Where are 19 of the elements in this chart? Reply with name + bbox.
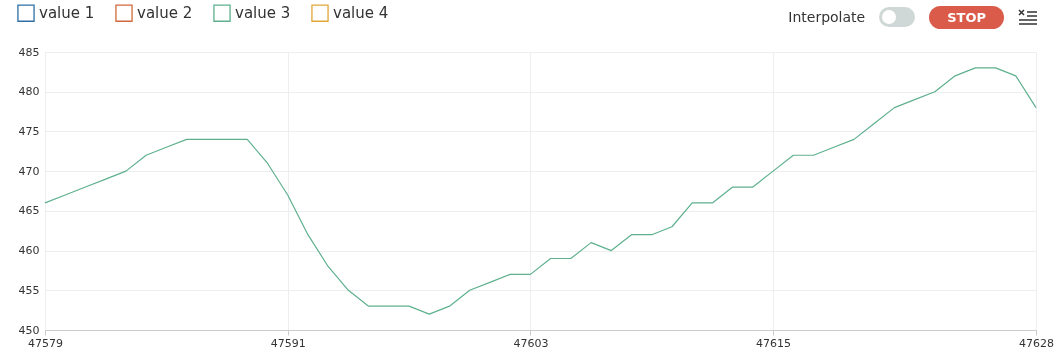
y-tick-label: 480 — [18, 85, 40, 99]
x-tick-label: 47628 — [1019, 336, 1054, 350]
x-tick-label: 47615 — [756, 336, 792, 350]
x-tick-label: 47591 — [270, 336, 306, 350]
y-tick-label: 455 — [18, 283, 40, 297]
legend-label: value 4 — [333, 4, 389, 23]
y-tick-label: 485 — [18, 45, 40, 59]
legend-label: value 1 — [39, 4, 95, 23]
x-tick-label: 47603 — [513, 336, 549, 350]
y-tick-label: 460 — [18, 244, 40, 258]
line-series — [44, 67, 1037, 315]
y-tick-label: 475 — [18, 124, 40, 138]
y-tick-label: 470 — [18, 164, 40, 178]
y-tick-label: 465 — [18, 204, 40, 218]
text: Interpolate — [788, 9, 866, 25]
legend-label: value 2 — [137, 4, 193, 23]
y-tick-label: 450 — [18, 323, 40, 337]
legend-label: value 3 — [235, 4, 291, 23]
x-tick-label: 47579 — [28, 336, 63, 350]
